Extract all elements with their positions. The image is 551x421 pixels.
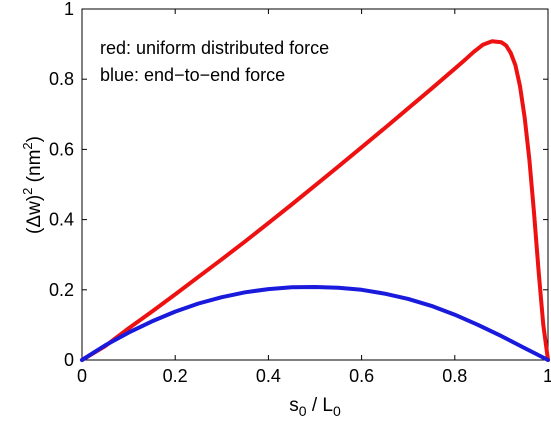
y-tick-label: 0 (64, 350, 74, 370)
annotation-red: red: uniform distributed force (100, 38, 329, 58)
plot-frame (81, 8, 549, 361)
x-tick-label: 0.4 (256, 366, 281, 386)
x-tick-label: 0.6 (349, 366, 374, 386)
x-tick-label: 0.2 (163, 366, 188, 386)
x-axis-label: s0 / L0 (289, 395, 341, 419)
y-axis-label: (Δw)2 (nm2) (20, 136, 45, 234)
x-tick-label: 1 (543, 366, 551, 386)
y-tick-labels: 0 0.2 0.4 0.6 0.8 1 (49, 0, 74, 370)
x-tick-label: 0 (77, 366, 87, 386)
y-tick-label: 1 (64, 0, 74, 19)
series-lines (80, 39, 550, 362)
annotation-blue: blue: end−to−end force (100, 65, 285, 85)
x-tick-labels: 0 0.2 0.4 0.6 0.8 1 (77, 366, 551, 386)
series-line-red (80, 39, 550, 362)
y-tick-label: 0.6 (49, 139, 74, 159)
y-tick-label: 0.8 (49, 69, 74, 89)
y-tick-label: 0.4 (49, 210, 74, 230)
series-line-blue (80, 285, 550, 362)
x-tick-label: 0.8 (442, 366, 467, 386)
y-tick-label: 0.2 (49, 280, 74, 300)
